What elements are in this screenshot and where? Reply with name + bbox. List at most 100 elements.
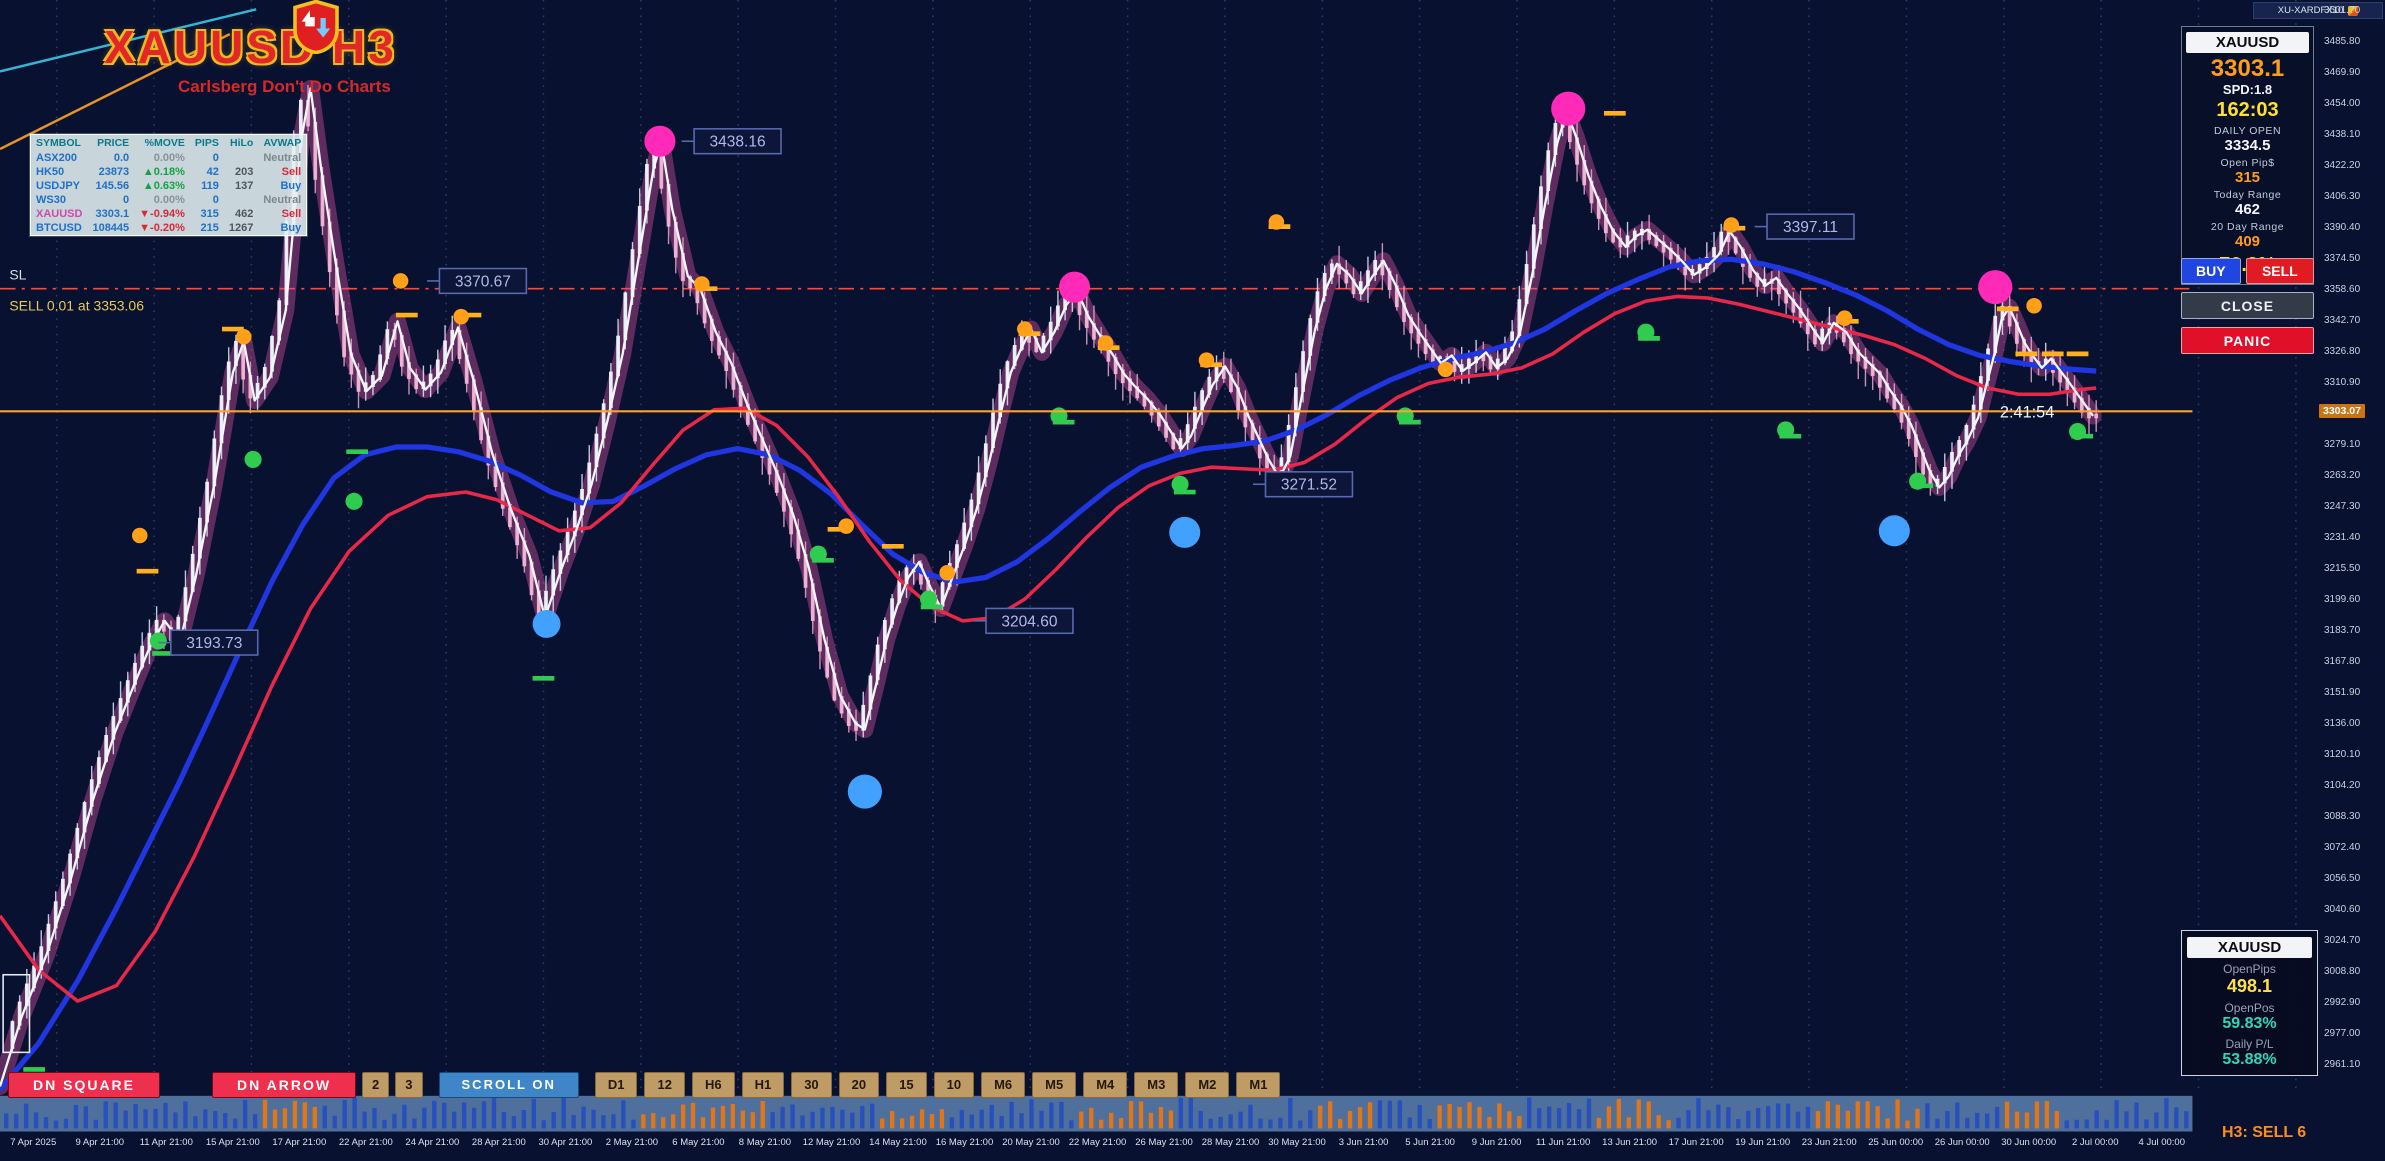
orange-signal-dot bbox=[236, 329, 252, 345]
price-axis-label: 3310.90 bbox=[2324, 377, 2361, 388]
price-axis-label: 3088.30 bbox=[2324, 811, 2361, 822]
spread-value: SPD:1.8 bbox=[2222, 82, 2273, 97]
buy-button[interactable]: BUY bbox=[2181, 258, 2241, 284]
daily-open-label: DAILY OPEN bbox=[2213, 125, 2282, 137]
watchlist-cell: XAUUSD bbox=[36, 208, 83, 220]
svg-text:3204.60: 3204.60 bbox=[1001, 613, 1057, 630]
open-pips-label: Open Pip$ bbox=[2220, 157, 2275, 169]
timeframe-button-15[interactable]: 15 bbox=[886, 1071, 927, 1098]
price-axis-label: 3342.70 bbox=[2324, 315, 2361, 326]
time-axis-label: 22 May 21:00 bbox=[1068, 1137, 1127, 1148]
svg-text:3370.67: 3370.67 bbox=[455, 273, 511, 290]
watchlist-header-cell: AVWAP bbox=[263, 137, 302, 149]
price-axis-label: 3040.60 bbox=[2324, 904, 2361, 915]
watchlist-cell: Buy bbox=[280, 222, 302, 234]
stats-symbol-name: XAUUSD bbox=[2187, 937, 2312, 958]
svg-text:3438.16: 3438.16 bbox=[709, 134, 765, 151]
orange-signal-dot bbox=[1836, 310, 1853, 326]
timeframe-button-20[interactable]: 20 bbox=[838, 1071, 880, 1098]
account-stats-panel: XAUUSD OpenPips 498.1 OpenPos 59.83% Dai… bbox=[2181, 930, 2318, 1076]
timeframe-button-m2[interactable]: M2 bbox=[1185, 1071, 1230, 1098]
time-axis-label: 6 May 21:00 bbox=[672, 1137, 725, 1148]
orange-signal-dot bbox=[1097, 335, 1114, 351]
time-axis-label: 2 May 21:00 bbox=[605, 1137, 659, 1148]
watchlist-cell: 3303.1 bbox=[95, 208, 130, 220]
timeframe-button-12[interactable]: 12 bbox=[644, 1071, 685, 1098]
timeframe-button-m4[interactable]: M4 bbox=[1083, 1071, 1128, 1098]
watchlist-cell: BTCUSD bbox=[36, 222, 82, 234]
watchlist-row: WS30 0 0.00% 0 Neutral bbox=[31, 193, 307, 207]
watchlist-cell: Buy bbox=[280, 180, 302, 192]
green-signal-dot bbox=[345, 492, 363, 510]
timeframe-button-m1[interactable]: M1 bbox=[1236, 1071, 1281, 1098]
watchlist-cell: 0 bbox=[212, 194, 219, 206]
timeframe-button-h1[interactable]: H1 bbox=[741, 1071, 785, 1098]
price-axis-label: 3199.60 bbox=[2324, 594, 2361, 605]
orange-signal-dot bbox=[694, 276, 710, 292]
window-title: XU-XARDFX10 bbox=[2277, 5, 2344, 16]
watchlist-header: SYMBOL PRICE %MOVE PIPS HiLo AVWAP bbox=[31, 135, 307, 152]
watchlist-row: USDJPY 145.56 ▲0.63% 119 137 Buy bbox=[31, 179, 307, 193]
price-axis-label: 3326.80 bbox=[2324, 346, 2361, 357]
timeframe-button-d1[interactable]: D1 bbox=[594, 1071, 638, 1098]
time-axis-label: 30 Jun 00:00 bbox=[2001, 1137, 2057, 1148]
watchlist-panel: SYMBOL PRICE %MOVE PIPS HiLo AVWAP ASX200 0.0 0… bbox=[30, 134, 308, 236]
time-axis-label: 4 Jul 00:00 bbox=[2138, 1137, 2185, 1148]
window-title-bar: XU-XARDFX10 bbox=[2253, 2, 2383, 19]
blue-signal-dot bbox=[1169, 516, 1201, 548]
size-3-button[interactable]: 3 bbox=[395, 1071, 423, 1098]
time-axis-label: 9 Jun 21:00 bbox=[1471, 1137, 1522, 1148]
watchlist-header-cell: PRICE bbox=[97, 137, 130, 149]
timeframe-button-10[interactable]: 10 bbox=[933, 1071, 975, 1098]
time-axis-label: 5 Jun 21:00 bbox=[1405, 1137, 1455, 1148]
orange-signal-dot bbox=[131, 527, 148, 544]
close-button[interactable]: CLOSE bbox=[2181, 292, 2314, 319]
daily-pl-stat-label: Daily P/L bbox=[2225, 1037, 2274, 1051]
time-axis-label: 24 Apr 21:00 bbox=[405, 1137, 460, 1148]
price-axis-label: 3406.30 bbox=[2324, 191, 2361, 202]
dn-arrow-button[interactable]: DN ARROW bbox=[212, 1071, 357, 1098]
time-axis-label: 12 May 21:00 bbox=[802, 1137, 861, 1148]
watchlist-row: BTCUSD 108445 ▼-0.20% 215 1267 Buy bbox=[31, 221, 307, 236]
green-signal-dot bbox=[1909, 472, 1927, 490]
open-pips-stat-label: OpenPips bbox=[2223, 962, 2276, 976]
open-pips-stat-value: 498.1 bbox=[2226, 976, 2273, 996]
time-axis-label: 11 Apr 21:00 bbox=[139, 1137, 193, 1148]
signal-dots bbox=[131, 91, 2087, 809]
watchlist-body: ASX200 0.0 0.00% 0 Neutral HK50 23873 ▲0.18% 42 2… bbox=[31, 151, 307, 236]
time-axis[interactable]: 7 Apr 2025 9 Apr 21:00 11 Apr 21:00 15 Apr … bbox=[0, 1137, 2195, 1148]
price-axis-label: 3151.90 bbox=[2324, 687, 2361, 698]
timeframe-button-m6[interactable]: M6 bbox=[981, 1071, 1026, 1098]
time-axis-label: 14 May 21:00 bbox=[869, 1137, 927, 1148]
time-axis-label: 22 Apr 21:00 bbox=[338, 1137, 393, 1148]
timeframe-button-m5[interactable]: M5 bbox=[1032, 1071, 1077, 1098]
price-axis-label: 3485.80 bbox=[2324, 36, 2361, 47]
daily-open-value: 3334.5 bbox=[2224, 137, 2271, 154]
green-signal-dot bbox=[149, 632, 167, 650]
svg-text:3193.73: 3193.73 bbox=[186, 635, 242, 652]
time-axis-label: 26 Jun 00:00 bbox=[1934, 1137, 1990, 1148]
timeframe-button-m3[interactable]: M3 bbox=[1134, 1071, 1179, 1098]
timeframe-button-30[interactable]: 30 bbox=[791, 1071, 832, 1098]
watchlist-cell: ▼-0.94% bbox=[139, 208, 185, 220]
price-flag-labels: 3438.16 3370.67 3397.11 3271.52 3204.60 3193.… bbox=[158, 128, 1855, 656]
svg-text:3271.52: 3271.52 bbox=[1281, 477, 1337, 494]
price-axis[interactable]: 3501.70 3485.80 3469.90 3454.00 3438.10 3422.… bbox=[2322, 0, 2384, 1161]
pink-signal-dot bbox=[1551, 91, 1586, 126]
price-axis-label: 3247.30 bbox=[2324, 501, 2361, 512]
panic-button[interactable]: PANIC bbox=[2181, 327, 2314, 354]
scroll-toggle-button[interactable]: SCROLL ON bbox=[438, 1071, 579, 1098]
size-2-button[interactable]: 2 bbox=[362, 1071, 390, 1098]
green-signal-dot bbox=[1050, 407, 1068, 425]
time-axis-label: 9 Apr 21:00 bbox=[75, 1137, 125, 1148]
dn-square-button[interactable]: DN SQUARE bbox=[8, 1071, 161, 1098]
watchlist-cell: ▼-0.20% bbox=[139, 222, 185, 234]
stop-loss-label: SL bbox=[9, 266, 26, 282]
time-axis-label: 23 Jun 21:00 bbox=[1801, 1137, 1857, 1148]
sell-button[interactable]: SELL bbox=[2245, 258, 2314, 284]
watchlist-cell: ▲0.18% bbox=[142, 166, 185, 178]
price-axis-label: 2992.90 bbox=[2324, 997, 2361, 1008]
timeframe-button-h6[interactable]: H6 bbox=[691, 1071, 735, 1098]
watchlist-header-cell: %MOVE bbox=[144, 137, 185, 149]
